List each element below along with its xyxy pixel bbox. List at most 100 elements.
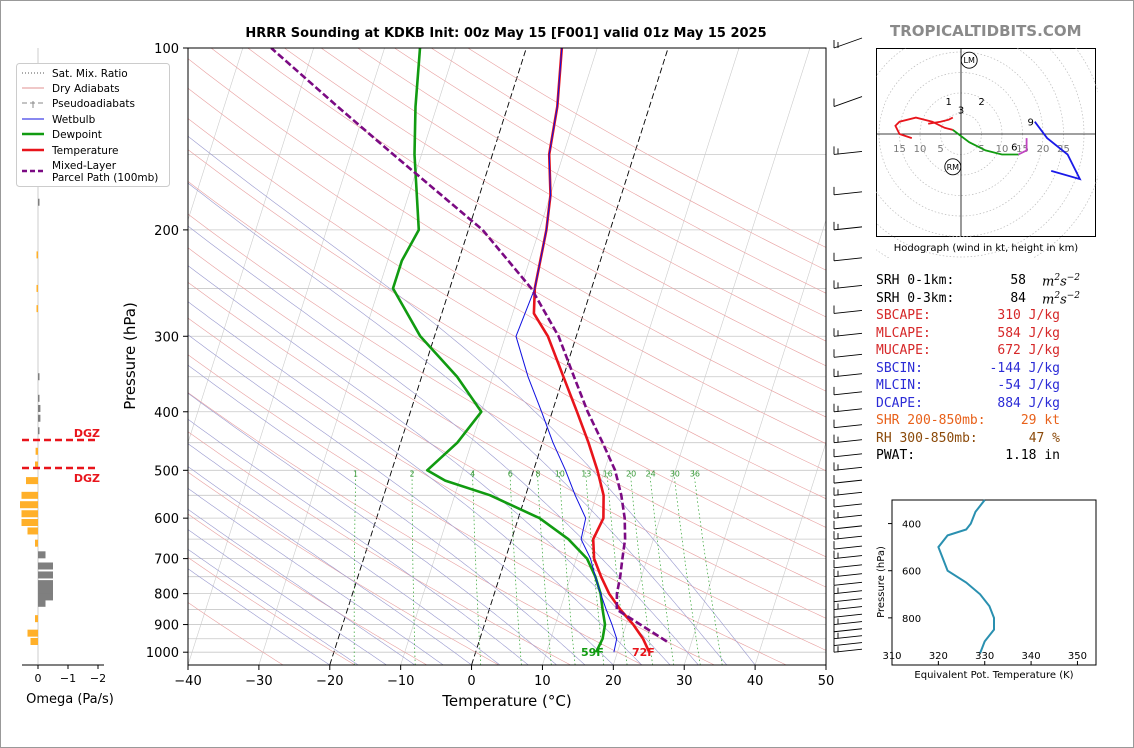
stat-row: MUCAPE: 672 J/kg — [876, 343, 1096, 358]
stat-label: MUCAPE: — [876, 343, 931, 358]
wind-barb — [833, 305, 863, 314]
surface-temperature-label: 72F — [632, 646, 655, 659]
omega-bar — [38, 427, 40, 435]
wind-barb — [833, 498, 863, 508]
dry-adiabat — [188, 354, 715, 665]
mixing-ratio-line — [536, 470, 552, 665]
isotherm — [329, 48, 527, 665]
wind-barb — [833, 37, 863, 49]
y-tick-label: 700 — [154, 553, 179, 568]
omega-bar — [21, 510, 38, 518]
wind-barb — [833, 96, 863, 107]
mixing-ratio-labels: 1 2 4 6 8 10 13 16 20 24 30 36 — [353, 470, 700, 479]
legend-entry-wetbulb: Wetbulb — [52, 114, 96, 126]
legend-entry-pseudoadiabats: Pseudoadiabats — [52, 98, 135, 110]
wind-barb — [833, 510, 863, 519]
mixing-ratio-line — [585, 470, 605, 665]
dry-adiabat — [247, 48, 826, 392]
pseudoadiabat — [188, 529, 387, 665]
x-tick-label: 50 — [818, 674, 835, 689]
mixing-ratio-line — [411, 470, 416, 665]
mixing-ratio-label: 8 — [535, 470, 540, 479]
dry-adiabat — [188, 58, 826, 444]
hodograph-trace — [1034, 121, 1082, 181]
pseudoadiabat — [188, 568, 330, 665]
stat-row: SRH 0-1km: 58 m2s−2 — [876, 273, 1096, 289]
stat-row: SHR 200-850mb: 29 kt — [876, 413, 1096, 428]
mixing-ratio-label: 20 — [626, 470, 636, 479]
mixing-ratio-label: 24 — [646, 470, 656, 479]
mixing-ratio-label: 36 — [690, 470, 700, 479]
stat-value: -54 J/kg — [997, 378, 1060, 393]
hodograph-height-label: 2 — [978, 97, 984, 108]
y-tick-label: 500 — [154, 464, 179, 479]
x-tick-label: 30 — [676, 674, 693, 689]
mixing-ratio-label: 13 — [581, 470, 591, 479]
data-series — [270, 48, 668, 653]
mixing-ratio-label: 30 — [670, 470, 680, 479]
wind-barb — [833, 550, 863, 560]
legend: Sat. Mix. Ratio Dry Adiabats Pseudoadiab… — [16, 63, 170, 187]
pseudoadiabat — [188, 392, 557, 665]
legend-entry-temperature: Temperature — [51, 145, 119, 157]
hodograph-ring-label: 10 — [996, 144, 1009, 155]
surface-dewpoint-label: 59F — [581, 646, 604, 659]
isotherm — [258, 48, 456, 665]
isobar-lines — [188, 48, 826, 665]
stat-row: SBCAPE: 310 J/kg — [876, 308, 1096, 323]
wind-barb — [833, 568, 863, 578]
hodograph-marker-circle — [944, 158, 962, 176]
dry-adiabat — [188, 431, 571, 665]
dgz-label-top: DGZ — [74, 427, 100, 440]
omega-chart: DGZ DGZ 0 −1 −2 Omega (Pa/s) — [20, 48, 114, 707]
wind-barb — [833, 601, 863, 610]
dry-adiabat — [188, 247, 826, 619]
mixing-ratio-line — [693, 470, 723, 665]
omega-bar — [27, 629, 38, 637]
legend-entry-dewpoint: Dewpoint — [52, 129, 102, 141]
wind-barb — [833, 541, 863, 550]
omega-bar — [35, 615, 38, 623]
dry-adiabat — [357, 48, 826, 318]
mixing-ratio-line — [606, 470, 628, 665]
series-dewpoint — [391, 48, 607, 653]
wind-barb — [833, 644, 863, 653]
pseudoadiabat — [188, 466, 472, 665]
mixing-ratio-line — [558, 470, 576, 665]
dry-adiabat — [467, 48, 826, 248]
wind-barb — [833, 531, 863, 540]
stat-label: DCAPE: — [876, 395, 923, 411]
omega-bar — [27, 527, 38, 535]
stat-row: DCAPE: 884 J/kg — [876, 396, 1096, 411]
omega-bar — [38, 580, 53, 588]
pseudoadiabat — [188, 225, 699, 665]
x-tick-label: −40 — [174, 674, 201, 689]
stat-label: SRH 0-1km: — [876, 273, 955, 288]
wind-barb — [833, 419, 863, 429]
wind-barb — [833, 328, 863, 337]
stat-value: 47 % — [1028, 430, 1060, 446]
omega-bar — [38, 599, 46, 607]
stat-value: 310 J/kg — [997, 308, 1060, 323]
wind-barb — [833, 609, 863, 618]
wind-barb — [833, 623, 863, 633]
wind-barb — [833, 146, 863, 155]
hodograph-trace — [952, 129, 1019, 156]
isotherm — [188, 48, 314, 444]
x-tick-label: −20 — [316, 674, 343, 689]
omega-bar — [38, 394, 40, 402]
y-tick-label: 300 — [154, 330, 179, 345]
stat-row: SRH 0-3km: 84 m2s−2 — [876, 291, 1096, 307]
mixing-ratio-label: 10 — [555, 470, 565, 479]
legend-entry-dry-adiabats: Dry Adiabats — [52, 83, 120, 95]
theta-e-y-tick-label: 800 — [902, 614, 921, 625]
wind-barb — [833, 577, 863, 586]
mixing-ratio-label: 2 — [410, 470, 415, 479]
hodograph-height-label: 1 — [946, 97, 952, 108]
wind-barb — [833, 637, 863, 647]
y-tick-label: 400 — [154, 406, 179, 421]
mixing-ratio-line — [509, 470, 522, 665]
omega-bar — [26, 477, 38, 485]
omega-bar — [38, 551, 46, 559]
isotherm — [188, 48, 244, 221]
